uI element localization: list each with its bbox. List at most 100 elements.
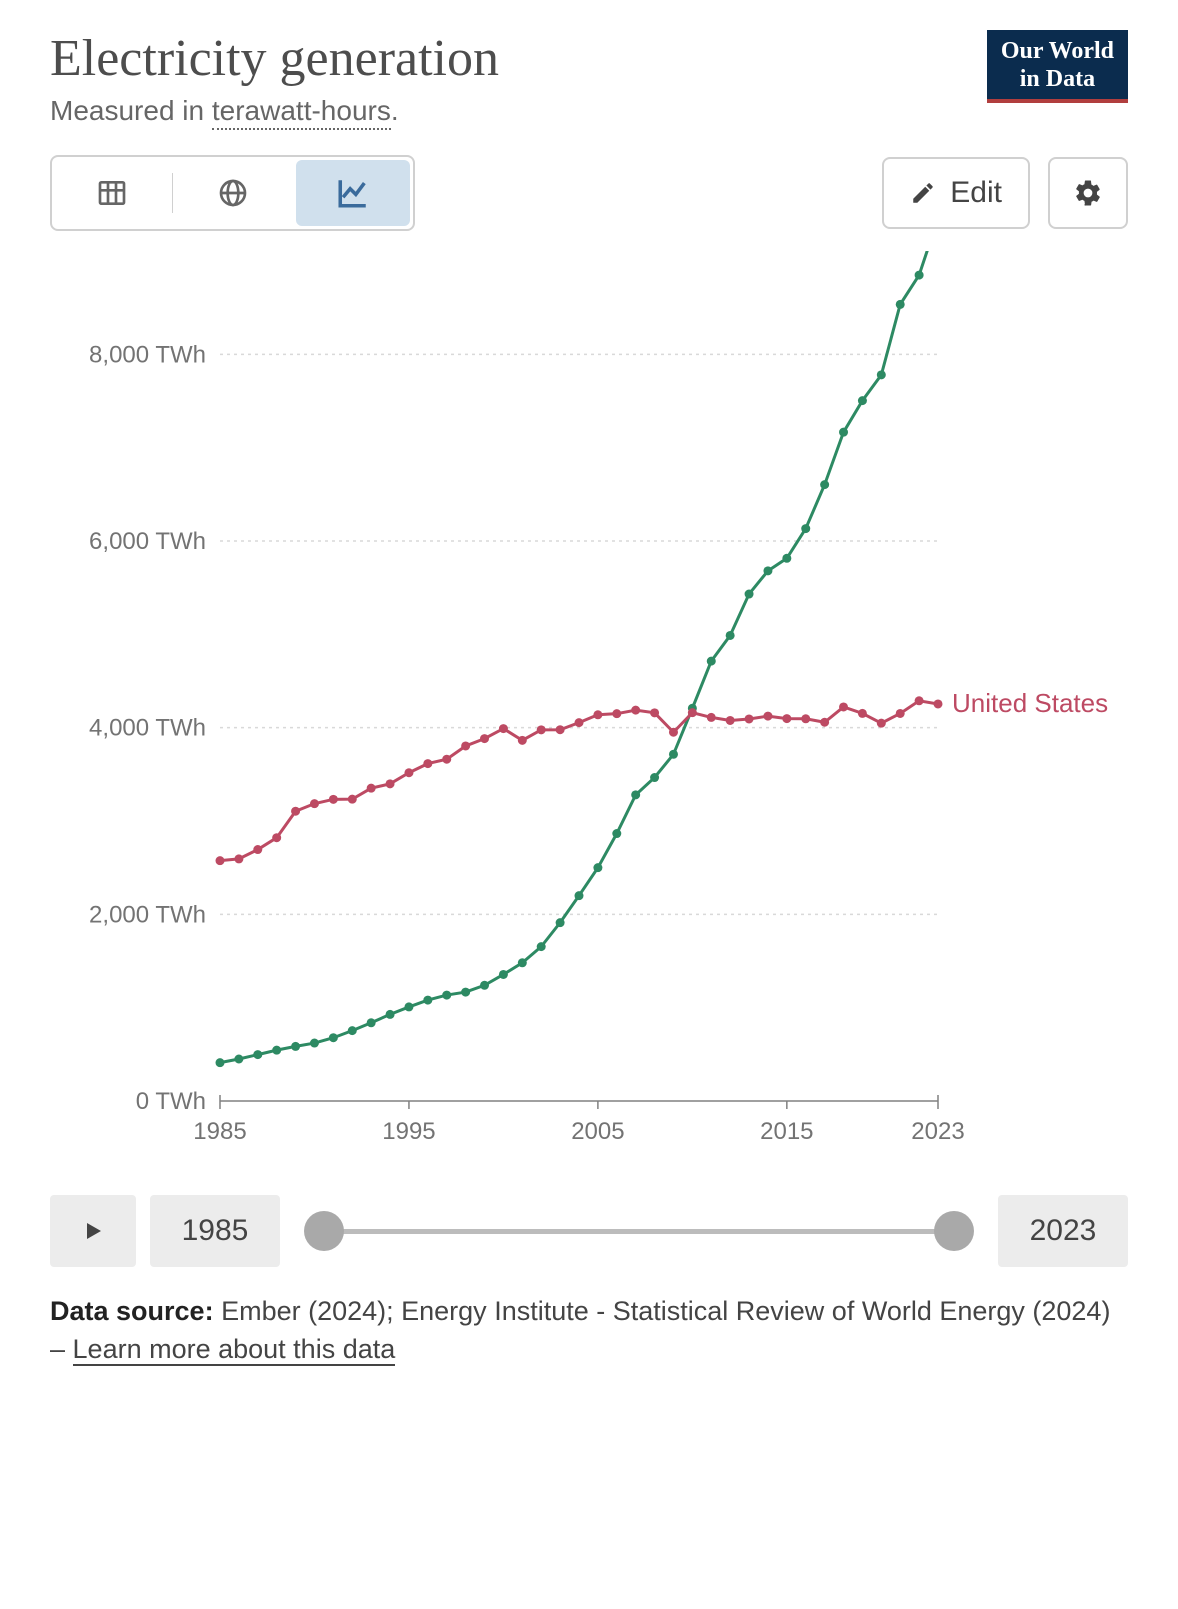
series-marker[interactable] [216,1058,225,1067]
series-marker[interactable] [896,300,905,309]
time-start[interactable]: 1985 [150,1195,280,1267]
series-marker[interactable] [745,590,754,599]
series-marker[interactable] [348,795,357,804]
series-marker[interactable] [348,1026,357,1035]
view-toggle [50,155,415,231]
series-marker[interactable] [575,718,584,727]
series-marker[interactable] [631,706,640,715]
series-marker[interactable] [934,700,943,709]
tab-table[interactable] [52,157,172,229]
series-marker[interactable] [499,724,508,733]
series-marker[interactable] [707,713,716,722]
time-end[interactable]: 2023 [998,1195,1128,1267]
series-marker[interactable] [820,718,829,727]
tab-chart[interactable] [296,160,410,226]
owid-logo[interactable]: Our World in Data [987,30,1128,103]
series-marker[interactable] [650,773,659,782]
series-marker[interactable] [669,750,678,759]
series-marker[interactable] [253,1050,262,1059]
series-marker[interactable] [858,709,867,718]
series-marker[interactable] [537,942,546,951]
series-marker[interactable] [423,759,432,768]
page-title: Electricity generation [50,30,499,87]
series-marker[interactable] [404,1003,413,1012]
series-marker[interactable] [367,784,376,793]
learn-more-link[interactable]: Learn more about this data [73,1334,396,1366]
series-marker[interactable] [442,755,451,764]
subtitle: Measured in terawatt-hours. [50,95,499,127]
series-marker[interactable] [839,428,848,437]
slider-handle-start[interactable] [304,1211,344,1251]
series-marker[interactable] [310,799,319,808]
series-marker[interactable] [499,970,508,979]
subtitle-suffix: . [391,95,399,126]
series-marker[interactable] [556,918,565,927]
y-tick-label: 4,000 TWh [89,715,206,742]
series-marker[interactable] [669,728,678,737]
settings-button[interactable] [1048,157,1128,229]
series-marker[interactable] [745,715,754,724]
series-marker[interactable] [650,709,659,718]
slider-handle-end[interactable] [934,1211,974,1251]
series-marker[interactable] [726,716,735,725]
series-marker[interactable] [272,1046,281,1055]
tab-map[interactable] [173,157,293,229]
series-marker[interactable] [820,480,829,489]
series-marker[interactable] [272,833,281,842]
series-marker[interactable] [782,714,791,723]
subtitle-term[interactable]: terawatt-hours [212,95,391,130]
series-marker[interactable] [915,696,924,705]
series-marker[interactable] [801,524,810,533]
series-marker[interactable] [442,991,451,1000]
series-marker[interactable] [216,856,225,865]
series-marker[interactable] [556,725,565,734]
series-marker[interactable] [877,371,886,380]
series-marker[interactable] [253,845,262,854]
series-marker[interactable] [612,829,621,838]
series-marker[interactable] [896,709,905,718]
series-marker[interactable] [518,736,527,745]
edit-button[interactable]: Edit [882,157,1030,229]
series-marker[interactable] [518,958,527,967]
series-marker[interactable] [726,631,735,640]
series-marker[interactable] [386,780,395,789]
series-marker[interactable] [858,396,867,405]
series-marker[interactable] [234,855,243,864]
series-marker[interactable] [915,271,924,280]
series-marker[interactable] [461,742,470,751]
series-marker[interactable] [386,1010,395,1019]
series-marker[interactable] [329,795,338,804]
series-marker[interactable] [631,791,640,800]
series-marker[interactable] [707,657,716,666]
series-marker[interactable] [782,554,791,563]
series-marker[interactable] [537,726,546,735]
series-marker[interactable] [612,709,621,718]
series-marker[interactable] [801,714,810,723]
chart: 0 TWh2,000 TWh4,000 TWh6,000 TWh8,000 TW… [50,251,1128,1171]
series-marker[interactable] [329,1033,338,1042]
series-marker[interactable] [763,712,772,721]
series-label-united-states[interactable]: United States [952,688,1108,718]
x-tick-label: 2023 [911,1118,964,1145]
series-marker[interactable] [839,703,848,712]
series-marker[interactable] [480,981,489,990]
series-marker[interactable] [234,1055,243,1064]
series-marker[interactable] [763,567,772,576]
series-marker[interactable] [877,719,886,728]
series-marker[interactable] [423,996,432,1005]
series-marker[interactable] [404,768,413,777]
series-marker[interactable] [291,807,300,816]
time-slider[interactable] [294,1195,984,1267]
gear-icon [1073,178,1103,208]
series-marker[interactable] [310,1039,319,1048]
series-marker[interactable] [291,1042,300,1051]
series-marker[interactable] [461,988,470,997]
series-marker[interactable] [593,863,602,872]
play-button[interactable] [50,1195,136,1267]
series-marker[interactable] [593,710,602,719]
series-marker[interactable] [688,708,697,717]
series-marker[interactable] [367,1018,376,1027]
play-icon [81,1217,105,1245]
series-marker[interactable] [575,891,584,900]
series-marker[interactable] [480,734,489,743]
